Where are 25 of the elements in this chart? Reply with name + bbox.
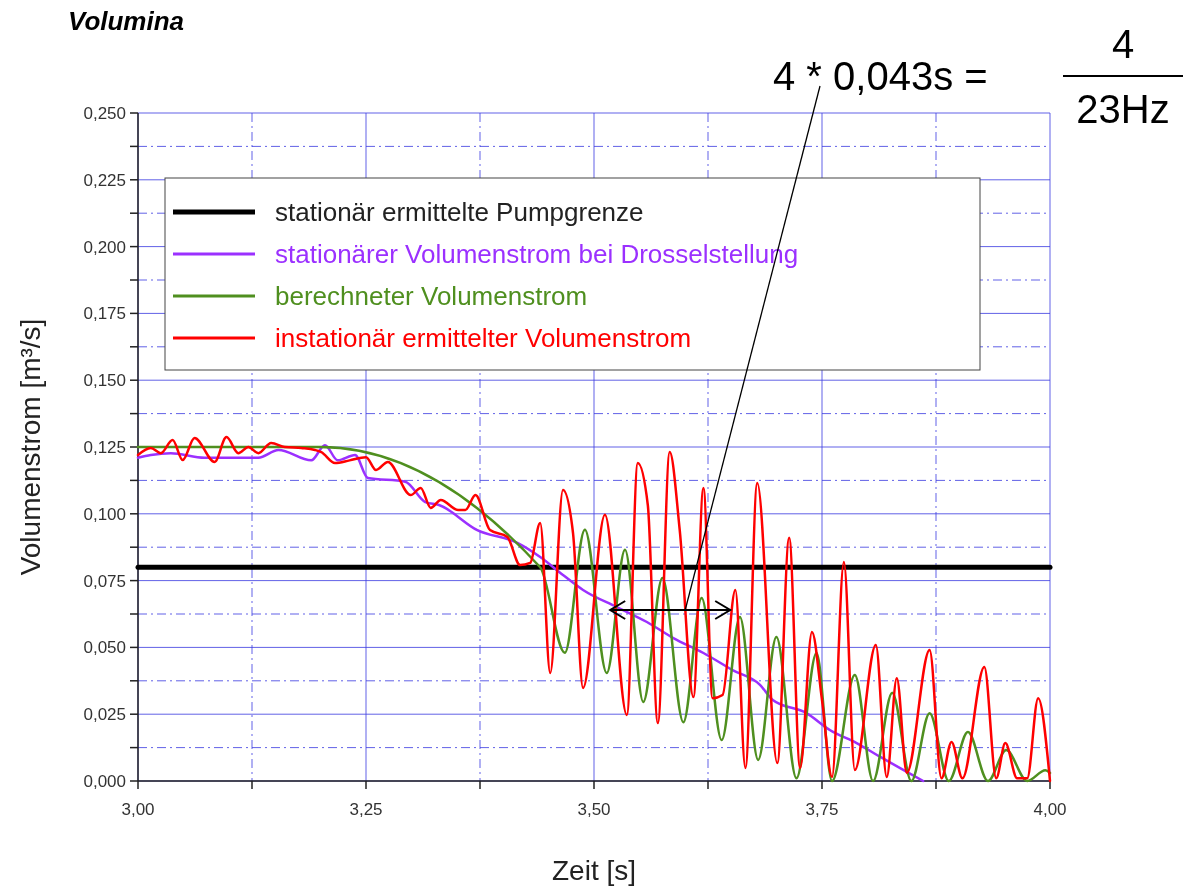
y-tick-label: 0,175: [83, 304, 126, 324]
text: 23Hz: [1076, 87, 1170, 131]
x-tick-label: 4,00: [1033, 800, 1067, 819]
text: 4: [1111, 22, 1135, 66]
y-tick-label: 0,150: [83, 371, 126, 391]
y-tick-label: 0,200: [83, 237, 126, 257]
legend-label: instationär ermittelter Volumenstrom: [275, 323, 692, 354]
x-tick-label: 3,00: [121, 800, 155, 819]
x-axis-title: Zeit [s]: [551, 855, 637, 886]
chart-title: Volumina: [68, 6, 185, 36]
annotation: 4 * 0,043s =: [773, 54, 988, 98]
x-tick-label: 3,75: [805, 800, 839, 819]
y-tick-label: 0,250: [83, 103, 126, 123]
legend-label: berechneter Volumenstrom: [275, 281, 588, 312]
y-tick-label: 0,075: [83, 571, 126, 591]
y-tick-label: 0,100: [83, 504, 126, 524]
y-tick-label: 0,125: [83, 437, 126, 457]
y-tick-label: 0,000: [83, 771, 126, 791]
x-tick-label: 3,50: [577, 800, 611, 819]
y-tick-label: 0,050: [83, 638, 126, 658]
y-tick-label: 0,025: [83, 705, 126, 725]
x-tick-label: 3,25: [349, 800, 383, 819]
y-axis-title: Volumenstrom [m³/s]: [15, 318, 46, 576]
legend-label: stationär ermittelte Pumpgrenze: [275, 197, 644, 228]
y-tick-label: 0,225: [83, 170, 126, 190]
